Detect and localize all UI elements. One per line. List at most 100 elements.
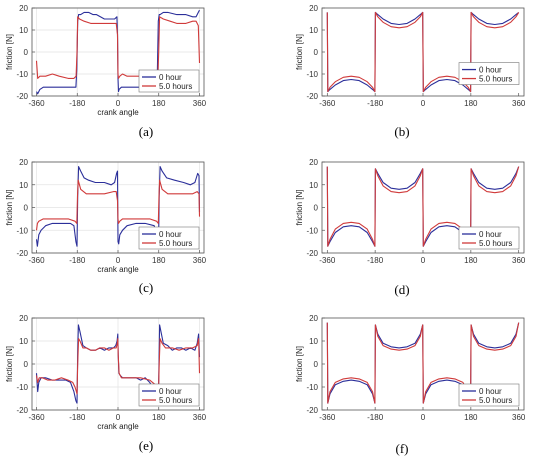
legend-entry: 0 hour <box>159 230 182 239</box>
y-axis-label: friction [N] <box>5 189 14 225</box>
panel-label: (a) <box>139 124 153 139</box>
x-tick-label: -360 <box>29 99 46 108</box>
legend-entry: 5.0 hours <box>479 396 512 405</box>
y-tick-label: 10 <box>19 181 28 190</box>
y-tick-label: 10 <box>309 26 318 35</box>
y-axis-label: friction [N] <box>5 346 14 382</box>
y-tick-label: -10 <box>16 226 28 235</box>
x-axis-label: crank angle <box>97 108 139 117</box>
series-line-5-hours <box>35 16 201 79</box>
chart-panel-4: -360 -180 0 180 360 -20 -10 0 10 20 friction [N] 0 … <box>295 158 526 297</box>
y-tick-label: 0 <box>314 48 319 57</box>
x-tick-label: 180 <box>152 99 166 108</box>
x-tick-label: 180 <box>464 413 478 422</box>
x-tick-label: -360 <box>319 256 336 265</box>
x-tick-label: -180 <box>69 99 86 108</box>
series-line-5-hours <box>35 179 201 231</box>
x-tick-label: -180 <box>69 413 86 422</box>
x-tick-label: 0 <box>116 413 121 422</box>
y-axis-label: friction [N] <box>295 346 304 382</box>
y-tick-label: 0 <box>314 204 319 213</box>
panel-label: (e) <box>139 438 153 453</box>
panel-label: (d) <box>394 282 409 297</box>
series-line-5-hours <box>326 166 520 247</box>
x-tick-label: 0 <box>116 256 121 265</box>
legend-entry: 5.0 hours <box>159 239 192 248</box>
y-tick-label: 20 <box>309 158 318 167</box>
legend-entry: 0 hour <box>479 387 502 396</box>
legend-entry: 0 hour <box>159 73 182 82</box>
legend-entry: 0 hour <box>479 66 502 75</box>
y-tick-label: 10 <box>19 337 28 346</box>
y-tick-label: 20 <box>309 4 318 13</box>
x-tick-label: -180 <box>367 99 384 108</box>
y-tick-label: 0 <box>24 360 29 369</box>
series-line-5-hours <box>35 338 201 395</box>
y-tick-label: 0 <box>314 360 319 369</box>
x-tick-label: 360 <box>193 413 207 422</box>
chart-panel-1: -360 -180 0 180 360 -20 -10 0 10 20 friction [N] cr… <box>5 4 207 139</box>
x-tick-label: 360 <box>512 413 526 422</box>
y-tick-label: 20 <box>309 314 318 323</box>
panel-label: (b) <box>394 124 409 139</box>
legend-entry: 0 hour <box>159 387 182 396</box>
legend-entry: 5.0 hours <box>479 75 512 84</box>
y-tick-label: -20 <box>306 92 318 101</box>
y-tick-label: -20 <box>306 406 318 415</box>
chart-panel-6: -360 -180 0 180 360 -20 -10 0 10 20 friction [N] 0 … <box>295 314 526 456</box>
y-tick-label: 10 <box>309 181 318 190</box>
y-tick-label: -10 <box>306 226 318 235</box>
x-tick-label: 360 <box>512 99 526 108</box>
y-tick-label: 20 <box>19 158 28 167</box>
y-tick-label: 10 <box>309 337 318 346</box>
y-tick-label: -20 <box>16 249 28 258</box>
y-tick-label: -10 <box>306 70 318 79</box>
y-tick-label: 20 <box>19 314 28 323</box>
x-axis-label: crank angle <box>97 422 139 431</box>
y-axis-label: friction [N] <box>295 189 304 225</box>
chart-panel-5: -360 -180 0 180 360 -20 -10 0 10 20 friction [N] cr… <box>5 314 207 453</box>
x-tick-label: -180 <box>367 413 384 422</box>
chart-panel-2: -360 -180 0 180 360 -20 -10 0 10 20 friction [N] 0 … <box>295 4 526 139</box>
chart-panel-3: -360 -180 0 180 360 -20 -10 0 10 20 friction [N] cr… <box>5 158 207 295</box>
x-axis-label: crank angle <box>97 265 139 274</box>
y-axis-label: friction [N] <box>295 34 304 70</box>
x-tick-label: 0 <box>116 99 121 108</box>
legend-entry: 0 hour <box>479 230 502 239</box>
legend-entry: 5.0 hours <box>479 239 512 248</box>
x-tick-label: -360 <box>29 413 46 422</box>
x-tick-label: 0 <box>421 413 426 422</box>
x-tick-label: 0 <box>421 99 426 108</box>
legend-entry: 5.0 hours <box>159 396 192 405</box>
y-tick-label: -20 <box>16 406 28 415</box>
x-tick-label: 0 <box>421 256 426 265</box>
series-line-5-hours <box>326 11 520 93</box>
y-tick-label: -10 <box>16 70 28 79</box>
x-tick-label: 360 <box>512 256 526 265</box>
x-tick-label: 180 <box>152 413 166 422</box>
x-tick-label: 180 <box>464 256 478 265</box>
x-tick-label: -360 <box>319 413 336 422</box>
y-tick-label: -10 <box>306 383 318 392</box>
y-tick-label: 0 <box>24 204 29 213</box>
y-tick-label: 10 <box>19 26 28 35</box>
y-tick-label: -20 <box>306 249 318 258</box>
x-tick-label: 180 <box>152 256 166 265</box>
y-tick-label: 0 <box>24 48 29 57</box>
panel-label: (c) <box>139 280 153 295</box>
panel-label: (f) <box>396 441 409 456</box>
x-tick-label: -180 <box>69 256 86 265</box>
legend-entry: 5.0 hours <box>159 82 192 91</box>
x-tick-label: 360 <box>193 99 207 108</box>
x-tick-label: -360 <box>29 256 46 265</box>
y-tick-label: -20 <box>16 92 28 101</box>
y-tick-label: -10 <box>16 383 28 392</box>
x-tick-label: 180 <box>464 99 478 108</box>
